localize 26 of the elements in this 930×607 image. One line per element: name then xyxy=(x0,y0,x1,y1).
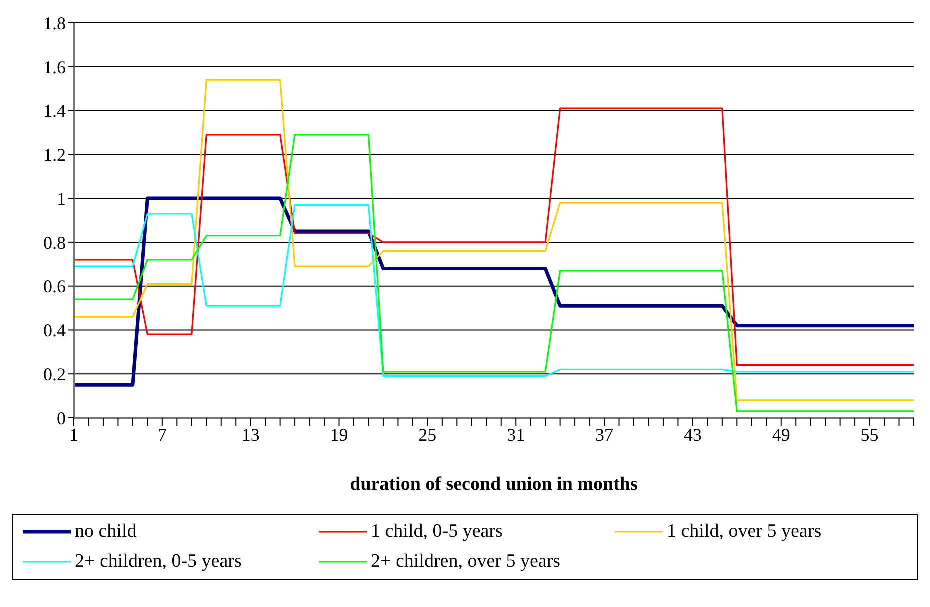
legend-label: 1 child, over 5 years xyxy=(667,521,822,543)
y-tick-label: 1.2 xyxy=(44,145,66,166)
y-tick-label: 0.6 xyxy=(44,276,66,297)
x-tick-label: 25 xyxy=(418,424,437,445)
x-tick-label: 7 xyxy=(158,424,167,445)
x-axis-title: duration of second union in months xyxy=(350,474,638,495)
y-tick-label: 0.8 xyxy=(44,232,66,253)
y-tick-label: 1 xyxy=(57,188,66,209)
y-tick-label: 1.4 xyxy=(44,101,66,122)
x-tick-label: 19 xyxy=(330,424,348,445)
x-tick-label: 31 xyxy=(507,424,526,445)
legend-label: 2+ children, over 5 years xyxy=(371,551,561,573)
y-tick-label: 1.6 xyxy=(44,57,66,78)
x-tick-label: 13 xyxy=(242,424,260,445)
y-tick-label: 1.8 xyxy=(44,13,66,34)
x-tick-label: 37 xyxy=(596,424,614,445)
y-tick-label: 0.2 xyxy=(44,364,66,384)
y-tick-label: 0.4 xyxy=(44,320,66,341)
x-tick-label: 55 xyxy=(860,424,879,445)
legend-label: no child xyxy=(75,521,137,543)
legend-label: 1 child, 0-5 years xyxy=(371,521,503,543)
legend-label: 2+ children, 0-5 years xyxy=(75,551,242,573)
x-tick-label: 1 xyxy=(70,424,78,445)
x-tick-label: 43 xyxy=(684,424,702,445)
x-tick-label: 49 xyxy=(772,424,790,445)
y-tick-label: 0 xyxy=(57,408,66,428)
